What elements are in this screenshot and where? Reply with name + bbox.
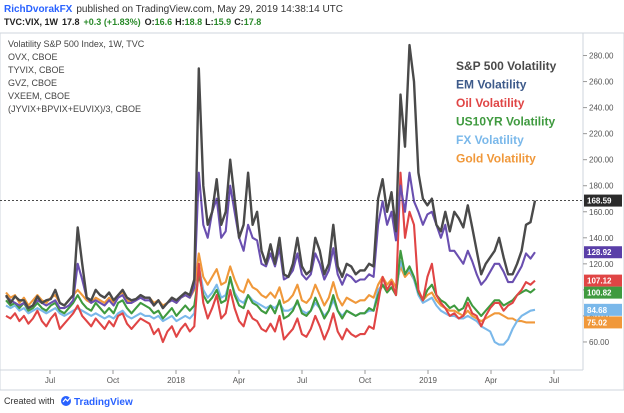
x-tick-label: Apr (485, 376, 498, 385)
x-tick-label: Jul (549, 376, 559, 385)
series-line-us10yr-volatility[interactable] (5, 249, 536, 320)
ohlc-high-value: 18.8 (185, 17, 203, 27)
indicator-list: Volatility S&P 500 Index, 1W, TVC OVX, C… (8, 39, 145, 114)
price-tag: 100.82 (584, 286, 622, 299)
y-tick-label: 220.00 (589, 130, 614, 139)
footer-prefix: Created with (4, 396, 55, 406)
x-tick-label: Jul (45, 376, 55, 385)
indicator-tyvix[interactable]: TYVIX, CBOE (8, 65, 65, 75)
price-tag-value: 128.92 (587, 248, 612, 257)
indicator-gvz[interactable]: GVZ, CBOE (8, 78, 57, 88)
ohlc-low-value: 15.9 (214, 17, 232, 27)
x-tick-label: 2018 (167, 376, 185, 385)
price-tag: 84.68 (584, 303, 622, 316)
ohlc-open-value: 16.6 (155, 17, 173, 27)
y-tick-label: 280.00 (589, 52, 614, 61)
price-tags: 168.59 128.92 107.12 100.82 84.68 75.02 (584, 194, 622, 329)
author-link[interactable]: RichDvorakFX (4, 4, 73, 15)
series-lines (4, 43, 537, 346)
price-tag: 168.59 (584, 194, 622, 207)
y-tick-label: 240.00 (589, 104, 614, 113)
legend-item: S&P 500 Volatility (456, 59, 557, 73)
ohlc-close-value: 17.8 (244, 17, 262, 27)
ohlc-high-label: H: (175, 17, 185, 27)
price-tag-value: 84.68 (587, 306, 608, 315)
x-tick-label: Oct (107, 376, 120, 385)
indicator-fx-composite[interactable]: (JYVIX+BPVIX+EUVIX)/3, CBOE (8, 104, 141, 114)
legend-item: Oil Volatility (456, 96, 525, 110)
price-tag: 128.92 (584, 246, 622, 259)
chart-legend: S&P 500 Volatility EM Volatility Oil Volat… (456, 59, 557, 166)
price-tag-value: 100.82 (587, 289, 612, 298)
series-line-s-p-500-volatility[interactable] (4, 43, 537, 310)
published-text: published on TradingView.com, May 29, 20… (76, 4, 343, 15)
series-line-oil-volatility[interactable] (5, 171, 536, 344)
legend-item: EM Volatility (456, 78, 527, 92)
tradingview-logo-icon (61, 396, 71, 406)
y-tick-label: 180.00 (589, 182, 614, 191)
legend-item: US10YR Volatility (456, 115, 555, 129)
y-tick-label: 120.00 (589, 260, 614, 269)
legend-item: FX Volatility (456, 133, 524, 147)
series-line-em-volatility[interactable] (5, 171, 536, 310)
footer: Created with TradingView (4, 396, 133, 408)
indicator-vxeem[interactable]: VXEEM, CBOE (8, 91, 70, 101)
symbol-label[interactable]: TVC:VIX, 1W (4, 17, 59, 27)
x-tick-label: Oct (359, 376, 372, 385)
price-tag-value: 107.12 (587, 277, 612, 286)
price-change: +0.3 (+1.83%) (84, 17, 141, 27)
footer-brand[interactable]: TradingView (74, 397, 133, 408)
ohlc-low-label: L: (205, 17, 214, 27)
price-tag-value: 168.59 (587, 197, 612, 206)
price-tag: 75.02 (584, 316, 622, 329)
y-tick-label: 260.00 (589, 78, 614, 87)
y-tick-label: 160.00 (589, 208, 614, 217)
legend-item: Gold Volatility (456, 152, 536, 166)
ohlc-open-label: O: (145, 17, 155, 27)
indicator-ovx[interactable]: OVX, CBOE (8, 52, 58, 62)
ohlc-close-label: C: (234, 17, 244, 27)
price-tag-value: 75.02 (587, 318, 608, 327)
y-tick-label: 60.00 (589, 338, 610, 347)
x-axis[interactable]: Jul Oct 2018 Apr Jul Oct 2019 Apr Jul (45, 370, 559, 385)
y-tick-label: 200.00 (589, 156, 614, 165)
x-tick-label: Jul (297, 376, 307, 385)
chart-frame (0, 32, 624, 391)
chart-header: RichDvorakFX published on TradingView.com… (4, 4, 343, 27)
indicator-spx[interactable]: Volatility S&P 500 Index, 1W, TVC (8, 39, 145, 49)
price-tag: 107.12 (584, 274, 622, 287)
y-tick-label: 140.00 (589, 234, 614, 243)
x-tick-label: 2019 (419, 376, 437, 385)
x-tick-label: Apr (233, 376, 246, 385)
last-price: 17.8 (62, 17, 80, 27)
